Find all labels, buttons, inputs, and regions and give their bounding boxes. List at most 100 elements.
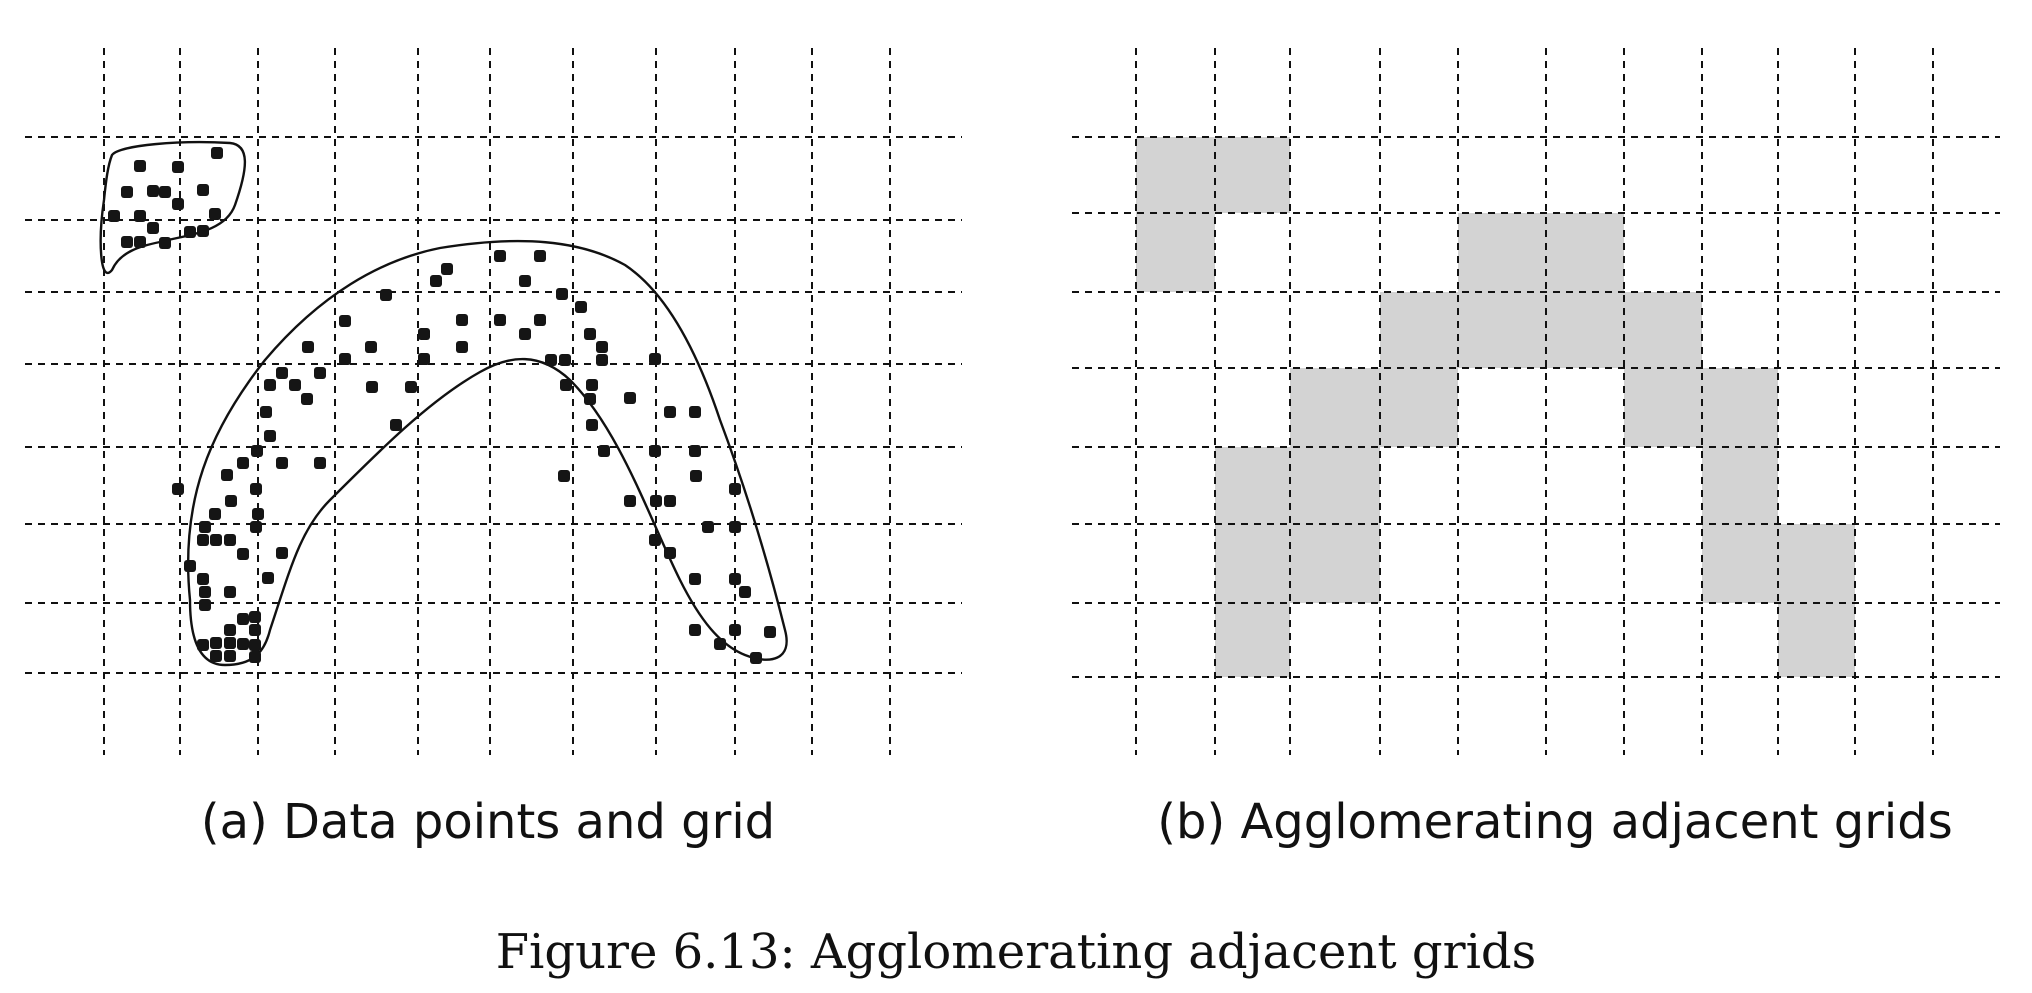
data-point (302, 341, 314, 353)
data-point (664, 406, 676, 418)
data-point (559, 354, 571, 366)
data-points (108, 147, 776, 664)
data-point (197, 225, 209, 237)
panel-b-grid (1072, 48, 2000, 755)
data-point (172, 198, 184, 210)
arch-cluster-outline (186, 239, 788, 667)
data-point (159, 237, 171, 249)
data-point (264, 430, 276, 442)
data-point (314, 457, 326, 469)
data-point (210, 637, 222, 649)
data-point (147, 185, 159, 197)
data-point (134, 236, 146, 248)
shaded-cell (1702, 368, 1778, 447)
panel-a-caption: (a) Data points and grid (201, 794, 775, 850)
data-point (729, 521, 741, 533)
data-point (147, 222, 159, 234)
data-point (702, 521, 714, 533)
data-point (649, 534, 661, 546)
shaded-cell (1380, 292, 1458, 368)
data-point (184, 226, 196, 238)
data-point (586, 379, 598, 391)
data-point (534, 314, 546, 326)
data-point (456, 314, 468, 326)
data-point (598, 445, 610, 457)
data-point (624, 392, 636, 404)
data-point (209, 208, 221, 220)
data-point (250, 483, 262, 495)
data-point (276, 457, 288, 469)
data-point (172, 483, 184, 495)
data-point (556, 288, 568, 300)
data-point (199, 521, 211, 533)
data-point (249, 611, 261, 623)
shaded-cell (1624, 368, 1702, 447)
data-point (519, 275, 531, 287)
small-cluster-outline (99, 140, 247, 274)
data-point (211, 147, 223, 159)
shaded-cell (1215, 137, 1290, 213)
data-point (250, 521, 262, 533)
data-point (210, 650, 222, 662)
shaded-cell (1290, 524, 1380, 603)
data-point (366, 381, 378, 393)
data-point (689, 406, 701, 418)
shaded-cell (1778, 524, 1855, 603)
data-point (405, 381, 417, 393)
data-point (690, 470, 702, 482)
data-point (339, 353, 351, 365)
shaded-cell (1458, 213, 1546, 292)
data-point (289, 379, 301, 391)
data-point (650, 495, 662, 507)
data-point (197, 573, 209, 585)
data-point (729, 573, 741, 585)
panel-a-data-points-and-grid: (a) Data points and grid (25, 48, 962, 850)
data-point (689, 624, 701, 636)
data-point (197, 184, 209, 196)
panel-b-caption: (b) Agglomerating adjacent grids (1157, 794, 1952, 850)
shaded-cell (1624, 292, 1702, 368)
data-point (224, 624, 236, 636)
panel-b-agglomerated-grids: (b) Agglomerating adjacent grids (1072, 48, 2000, 850)
data-point (249, 624, 261, 636)
data-point (441, 263, 453, 275)
shaded-cell (1290, 447, 1380, 524)
shaded-cell (1215, 603, 1290, 677)
data-point (729, 483, 741, 495)
data-point (314, 367, 326, 379)
data-point (197, 534, 209, 546)
data-point (365, 341, 377, 353)
data-point (159, 186, 171, 198)
data-point (649, 445, 661, 457)
data-point (121, 236, 133, 248)
data-point (586, 419, 598, 431)
data-point (252, 508, 264, 520)
data-point (430, 275, 442, 287)
data-point (575, 301, 587, 313)
data-point (456, 341, 468, 353)
data-point (264, 379, 276, 391)
data-point (750, 652, 762, 664)
panel-a-grid (25, 48, 962, 755)
shaded-cell (1458, 292, 1546, 368)
shaded-cell (1290, 368, 1380, 447)
data-point (210, 534, 222, 546)
data-point (596, 354, 608, 366)
data-point (649, 353, 661, 365)
data-point (301, 393, 313, 405)
shaded-grid-cells (1136, 137, 1855, 677)
data-point (729, 624, 741, 636)
data-point (262, 572, 274, 584)
shaded-cell (1215, 524, 1290, 603)
data-point (558, 470, 570, 482)
data-point (199, 586, 211, 598)
cluster-outlines (99, 140, 788, 667)
shaded-cell (1546, 213, 1624, 292)
data-point (418, 353, 430, 365)
data-point (121, 186, 133, 198)
data-point (199, 599, 211, 611)
data-point (276, 367, 288, 379)
data-point (689, 573, 701, 585)
shaded-cell (1778, 603, 1855, 677)
